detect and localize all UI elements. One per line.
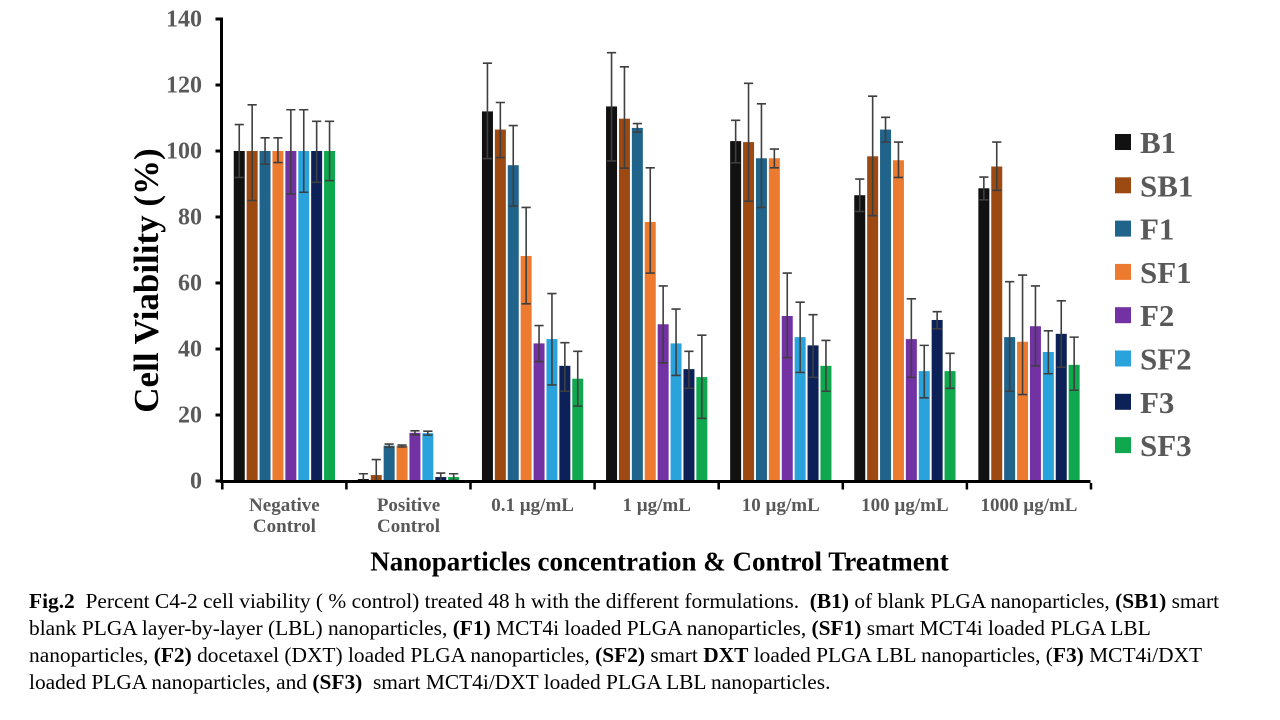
svg-text:100: 100 (166, 139, 202, 165)
svg-text:Control: Control (377, 516, 440, 537)
svg-text:Negative: Negative (249, 495, 320, 516)
svg-text:SF2: SF2 (1140, 342, 1192, 377)
svg-text:F1: F1 (1140, 212, 1174, 247)
svg-text:SF3: SF3 (1140, 428, 1192, 463)
svg-text:SB1: SB1 (1140, 168, 1193, 203)
svg-text:0: 0 (190, 469, 202, 495)
svg-text:20: 20 (178, 403, 202, 429)
svg-text:60: 60 (178, 271, 202, 297)
svg-text:10 µg/mL: 10 µg/mL (742, 495, 820, 516)
svg-text:100 µg/mL: 100 µg/mL (861, 495, 948, 516)
svg-text:80: 80 (178, 205, 202, 231)
svg-text:B1: B1 (1140, 125, 1176, 160)
svg-text:40: 40 (178, 337, 202, 363)
svg-text:F2: F2 (1140, 298, 1174, 333)
svg-text:1000 µg/mL: 1000 µg/mL (981, 495, 1078, 516)
svg-text:F3: F3 (1140, 385, 1174, 420)
svg-text:1 µg/mL: 1 µg/mL (622, 495, 690, 516)
svg-text:Nanoparticles concentration &: Nanoparticles concentration & Control Tr… (370, 547, 948, 577)
svg-text:Cell Viability (%): Cell Viability (%) (127, 148, 166, 412)
svg-text:140: 140 (166, 7, 202, 33)
svg-text:0.1 µg/mL: 0.1 µg/mL (491, 495, 574, 516)
svg-text:Positive: Positive (377, 495, 440, 516)
svg-text:Control: Control (253, 516, 316, 537)
svg-text:SF1: SF1 (1140, 255, 1192, 290)
svg-text:120: 120 (166, 73, 202, 99)
